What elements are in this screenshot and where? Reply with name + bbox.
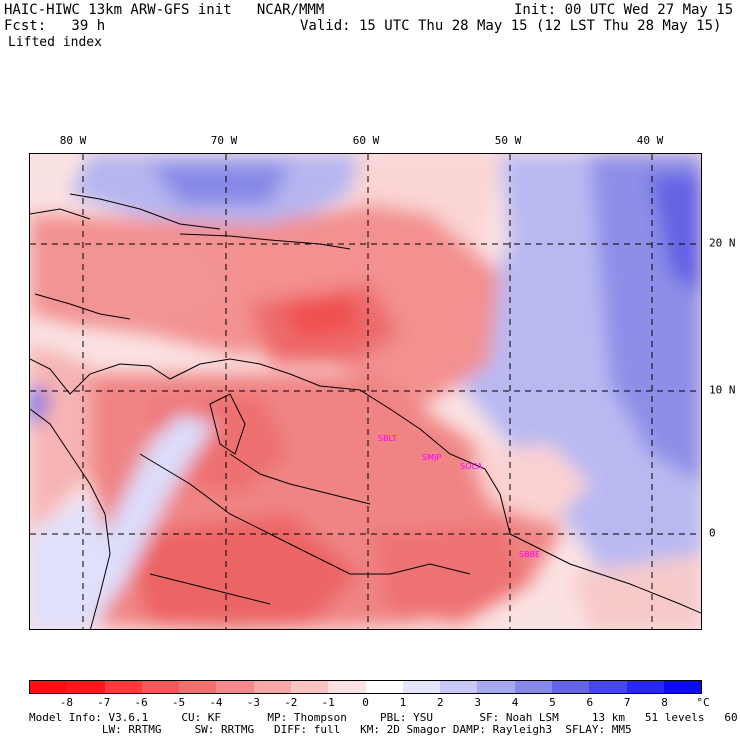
colorbar-tick-label: -4 [209,696,223,709]
valid-time: Valid: 15 UTC Thu 28 May 15 (12 LST Thu … [300,18,722,34]
colorbar-segment [663,681,702,693]
lon-label-40w: 40 W [636,134,664,147]
coastlines [30,193,701,629]
station-label: SOCA [460,462,483,471]
colorbar-segment [402,681,441,693]
colorbar-segment [551,681,590,693]
colorbar-segment [477,681,515,693]
colorbar-tick-label: -1 [321,696,335,709]
init-time: Init: 00 UTC Wed 27 May 15 [514,2,734,18]
lon-label-60w: 60 W [352,134,380,147]
colorbar-tick-label: 3 [474,696,481,709]
colorbar-segment [589,681,627,693]
lon-label-70w: 70 W [210,134,238,147]
colorbar-segment [216,681,254,693]
colorbar-segment [104,681,142,693]
station-label: SMJP [422,453,442,462]
colorbar-tick-label: 4 [511,696,519,709]
colorbar-tick-label: 2 [436,696,444,709]
colorbar-tick-label: 7 [623,696,631,709]
colorbar-segment [179,681,217,693]
lat-label-20n: 20 N [709,236,736,250]
colorbar-segment [328,681,366,693]
colorbar-tick-label: 6 [586,696,594,709]
colorbar-tick-label: -2 [284,696,298,709]
forecast-hour: Fcst: 39 h [4,18,106,34]
colorbar-segment [626,681,664,693]
colorbar-tick-label: 1 [399,696,407,709]
colorbar-tick-label: -3 [246,696,260,709]
colorbar-segment [514,681,552,693]
lat-lon-grid [30,154,701,629]
colorbar-segment [365,681,403,693]
colorbar-tick-label: -8 [59,696,73,709]
station-label: SBBE [519,550,541,559]
colorbar-tick-label: 0 [362,696,369,709]
colorbar-segment [440,681,478,693]
colorbar-segment [67,681,105,693]
model-info-line2: LW: RRTMG SW: RRTMG DIFF: full KM: 2D Sm… [29,723,632,736]
lon-label-50w: 50 W [494,134,522,147]
lat-label-10n: 10 N [709,383,736,397]
colorbar-segment [141,681,180,693]
colorbar-tick-label: -5 [171,696,186,709]
colorbar-tick-label: -6 [134,696,148,709]
colorbar [29,680,702,694]
lifted-index-map: SBLT SMJP SOCA SBBE [29,153,702,630]
colorbar-tick-label: 8 [661,696,668,709]
colorbar-unit: °C [696,696,710,709]
model-info-line1: Model Info: V3.6.1 CU: KF MP: Thompson P… [29,711,740,724]
station-label: SBLT [378,434,397,443]
map-canvas [30,154,701,629]
colorbar-tick-label: -7 [97,696,111,709]
colorbar-segment [253,681,291,693]
plot-title: HAIC-HIWC 13km ARW-GFS init NCAR/MMM [4,2,325,18]
colorbar-segment [290,681,329,693]
lifted-index-field [30,154,701,629]
colorbar-tick-label: 5 [549,696,556,709]
lon-label-80w: 80 W [59,134,87,147]
lat-label-0: 0 [709,526,716,540]
field-name: Lifted index [8,35,102,50]
colorbar-segment [30,681,68,693]
